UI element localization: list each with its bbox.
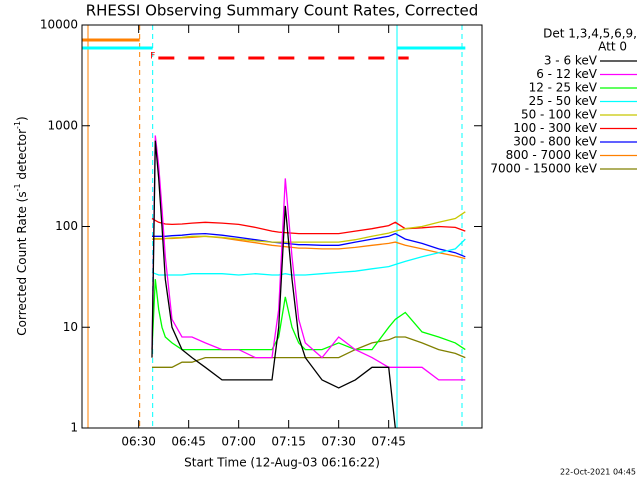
legend-label: 50 - 100 keV [521, 108, 598, 122]
flag-label: S [73, 34, 79, 44]
legend-label: 12 - 25 keV [529, 81, 598, 95]
y-tick-label: 10 [63, 320, 78, 334]
series-line [151, 279, 466, 351]
plot-area: SN F [72, 25, 466, 428]
x-tick-label: 07:30 [321, 435, 356, 449]
footer: 22-Oct-2021 04:45 [560, 468, 636, 477]
series-line [151, 211, 466, 243]
series-line [152, 336, 466, 368]
y-tick-label: 1 [70, 421, 78, 435]
y-label-part: ) [15, 116, 29, 121]
legend-label: 800 - 7000 keV [506, 148, 598, 162]
legend-label: 25 - 50 keV [529, 94, 598, 108]
legend-label: 300 - 800 keV [513, 135, 597, 149]
flag-label: F [150, 52, 155, 62]
x-tick-label: 07:00 [221, 435, 256, 449]
chart-title: RHESSI Observing Summary Count Rates, Co… [86, 2, 479, 20]
legend-label: 3 - 6 keV [544, 54, 598, 68]
series-line [152, 235, 466, 260]
legend-label: 100 - 300 keV [513, 121, 597, 135]
legend-label: 6 - 12 keV [536, 67, 598, 81]
series-line [151, 135, 466, 381]
y-label-sup: -1 [13, 183, 22, 191]
x-tick-label: 06:30 [121, 435, 156, 449]
series-line [151, 238, 466, 276]
x-tick-label: 07:15 [271, 435, 306, 449]
legend-title: Att 0 [598, 40, 627, 54]
x-tick-label: 06:45 [171, 435, 206, 449]
y-tick-label: 10000 [40, 18, 78, 32]
x-axis-label: Start Time (12-Aug-03 06:16:22) [184, 456, 380, 470]
y-label-part: detector [15, 129, 29, 184]
series-line [151, 140, 396, 428]
y-tick-label: 1000 [47, 118, 78, 132]
y-label-part: Corrected Count Rate (s [15, 191, 29, 335]
y-axis-label: Corrected Count Rate (s-1 detector-1) [13, 116, 29, 335]
legend-label: 7000 - 15000 keV [490, 162, 597, 176]
series-line [151, 217, 466, 235]
series-line [152, 232, 466, 258]
y-label-sup: -1 [13, 121, 22, 129]
legend-title: Det 1,3,4,5,6,9, [543, 27, 637, 41]
y-tick-label: 100 [55, 219, 78, 233]
x-tick-label: 07:45 [371, 435, 406, 449]
flag-label: N [72, 42, 79, 52]
